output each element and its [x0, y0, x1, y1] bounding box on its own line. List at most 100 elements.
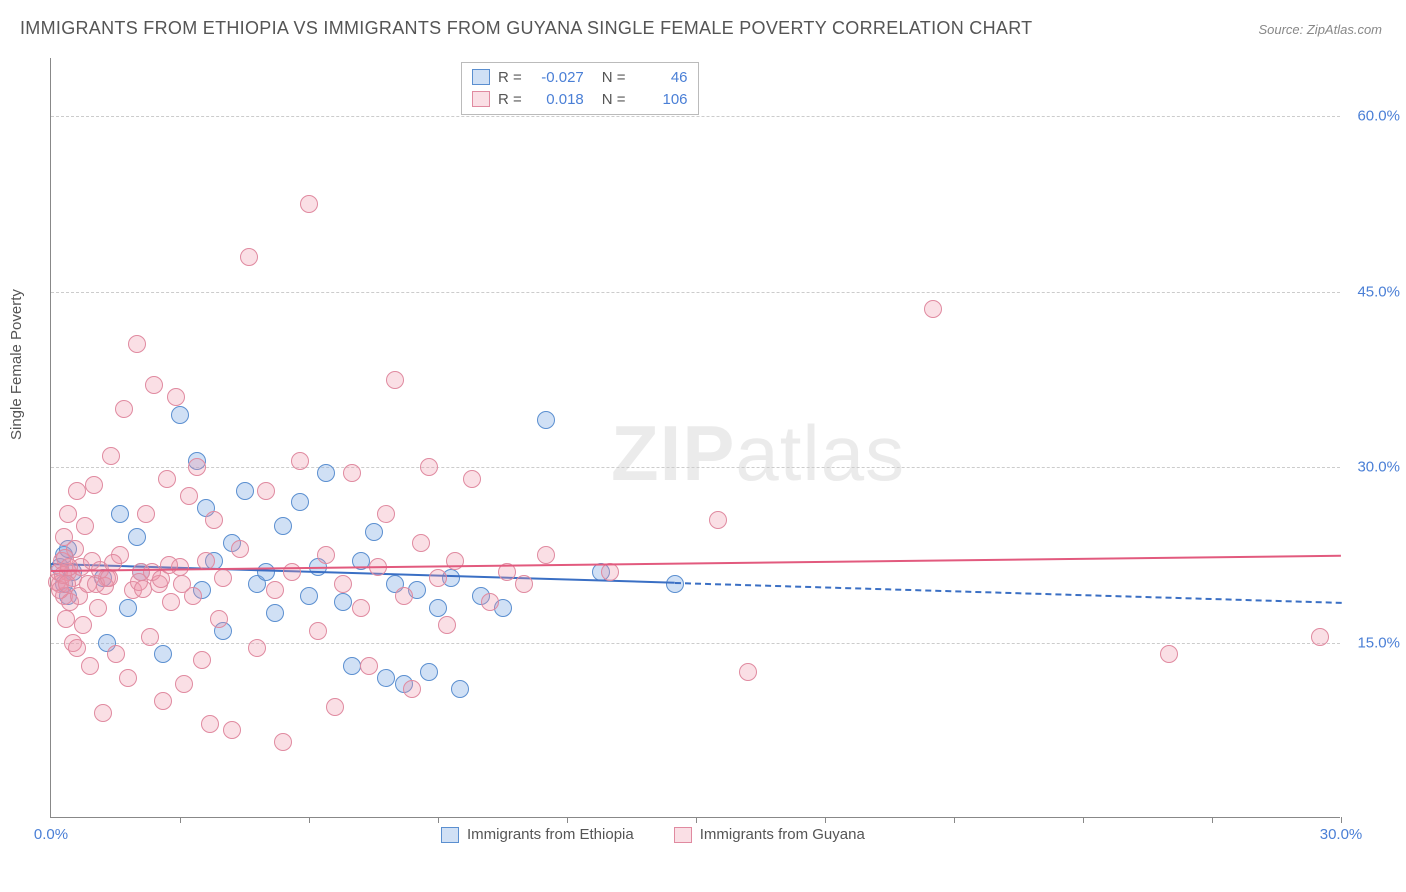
data-point [257, 482, 275, 500]
data-point [395, 587, 413, 605]
x-tick-label: 30.0% [1320, 826, 1363, 843]
r-value: -0.027 [530, 69, 584, 86]
n-value: 106 [634, 91, 688, 108]
series-name: Immigrants from Guyana [700, 826, 865, 843]
y-tick-label: 45.0% [1357, 283, 1400, 300]
gridline [51, 467, 1340, 468]
data-point [429, 569, 447, 587]
data-point [188, 458, 206, 476]
series-name: Immigrants from Ethiopia [467, 826, 634, 843]
data-point [317, 464, 335, 482]
data-point [94, 704, 112, 722]
data-point [365, 523, 383, 541]
data-point [420, 663, 438, 681]
data-point [201, 715, 219, 733]
scatter-plot-area: ZIPatlas R =-0.027N =46R =0.018N =106 Im… [50, 58, 1340, 818]
data-point [403, 680, 421, 698]
data-point [173, 575, 191, 593]
data-point [60, 558, 78, 576]
data-point [601, 563, 619, 581]
data-point [377, 505, 395, 523]
data-point [236, 482, 254, 500]
gridline [51, 643, 1340, 644]
x-tick-mark [1212, 817, 1213, 823]
data-point [128, 528, 146, 546]
data-point [481, 593, 499, 611]
data-point [309, 622, 327, 640]
data-point [180, 487, 198, 505]
data-point [68, 482, 86, 500]
correlation-legend: R = -0.027 N = 46 R =0.018N =106 [461, 62, 699, 115]
series-legend: Immigrants from Ethiopia Immigrants from … [441, 826, 865, 843]
data-point [291, 493, 309, 511]
data-point [412, 534, 430, 552]
data-point [709, 511, 727, 529]
gridline [51, 292, 1340, 293]
data-point [89, 599, 107, 617]
data-point [205, 511, 223, 529]
regression-line [51, 555, 1341, 572]
data-point [317, 546, 335, 564]
data-point [145, 376, 163, 394]
data-point [343, 657, 361, 675]
data-point [197, 552, 215, 570]
data-point [119, 669, 137, 687]
y-tick-label: 15.0% [1357, 634, 1400, 651]
legend-swatch [472, 69, 490, 85]
data-point [274, 517, 292, 535]
data-point [76, 517, 94, 535]
data-point [515, 575, 533, 593]
data-point [420, 458, 438, 476]
x-tick-mark [954, 817, 955, 823]
data-point [326, 698, 344, 716]
data-point [438, 616, 456, 634]
legend-item: Immigrants from Ethiopia [441, 826, 634, 843]
data-point [386, 371, 404, 389]
regression-line-dashed [674, 582, 1341, 604]
data-point [429, 599, 447, 617]
data-point [81, 657, 99, 675]
legend-swatch [472, 91, 490, 107]
data-point [68, 639, 86, 657]
x-tick-mark [696, 817, 697, 823]
r-label: R = [498, 69, 522, 86]
data-point [167, 388, 185, 406]
data-point [162, 593, 180, 611]
y-axis-label: Single Female Poverty [8, 289, 25, 440]
data-point [115, 400, 133, 418]
data-point [158, 470, 176, 488]
y-tick-label: 60.0% [1357, 108, 1400, 125]
data-point [57, 610, 75, 628]
n-label: N = [602, 69, 626, 86]
gridline [51, 116, 1340, 117]
data-point [248, 639, 266, 657]
data-point [1160, 645, 1178, 663]
y-tick-label: 30.0% [1357, 459, 1400, 476]
data-point [240, 248, 258, 266]
legend-row: R = -0.027 N = 46 [472, 66, 688, 88]
data-point [141, 628, 159, 646]
legend-item: Immigrants from Guyana [674, 826, 865, 843]
data-point [160, 556, 178, 574]
legend-row: R =0.018N =106 [472, 88, 688, 110]
source-label: Source: ZipAtlas.com [1258, 22, 1382, 37]
data-point [924, 300, 942, 318]
watermark: ZIPatlas [611, 408, 905, 499]
x-tick-mark [825, 817, 826, 823]
data-point [223, 721, 241, 739]
data-point [107, 645, 125, 663]
x-tick-mark [309, 817, 310, 823]
n-value: 46 [634, 69, 688, 86]
data-point [214, 569, 232, 587]
data-point [134, 580, 152, 598]
data-point [300, 195, 318, 213]
legend-swatch [674, 827, 692, 843]
x-tick-mark [567, 817, 568, 823]
data-point [300, 587, 318, 605]
data-point [1311, 628, 1329, 646]
data-point [739, 663, 757, 681]
r-value: 0.018 [530, 91, 584, 108]
data-point [137, 505, 155, 523]
data-point [463, 470, 481, 488]
data-point [231, 540, 249, 558]
